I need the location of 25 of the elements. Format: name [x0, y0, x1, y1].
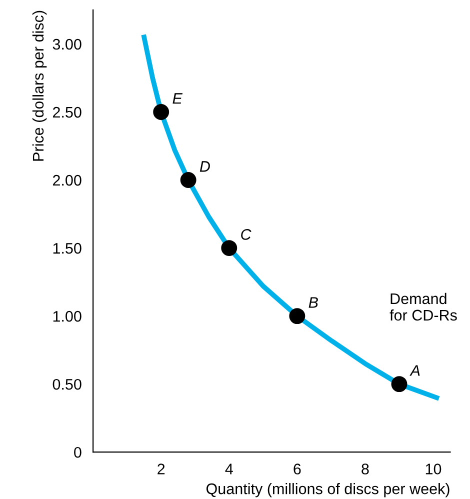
- point: [221, 240, 238, 256]
- annotation: E: [172, 93, 183, 104]
- x-tick-label: 4: [225, 464, 233, 474]
- point: [289, 308, 306, 324]
- x-tick-label: 8: [362, 464, 369, 474]
- annotation: D: [200, 161, 210, 172]
- point: [391, 376, 408, 392]
- y-axis-title: Price (dollars per disc): [32, 10, 47, 161]
- x-tick-label: 10: [426, 464, 442, 474]
- y-tick-label: 3.00: [52, 38, 82, 50]
- point: [153, 104, 170, 120]
- y-tick-label: 1.00: [53, 310, 82, 322]
- annotation: C: [241, 229, 252, 240]
- x-tick-label: 6: [294, 464, 301, 474]
- annotation: Demand for CD-Rs: [390, 292, 457, 321]
- y-tick-label: 1.50: [53, 242, 82, 254]
- annotation: B: [308, 297, 318, 308]
- point: [180, 172, 196, 188]
- y-tick-label: 2.50: [52, 106, 82, 118]
- x-axis-title: Quantity (millions of discs per week): [206, 483, 450, 498]
- y-tick-label: 0.50: [52, 378, 82, 390]
- y-tick-label: 0: [74, 446, 82, 458]
- y-tick-label: 2.00: [52, 174, 82, 186]
- annotation: A: [410, 365, 420, 376]
- x-tick-label: 2: [158, 464, 165, 474]
